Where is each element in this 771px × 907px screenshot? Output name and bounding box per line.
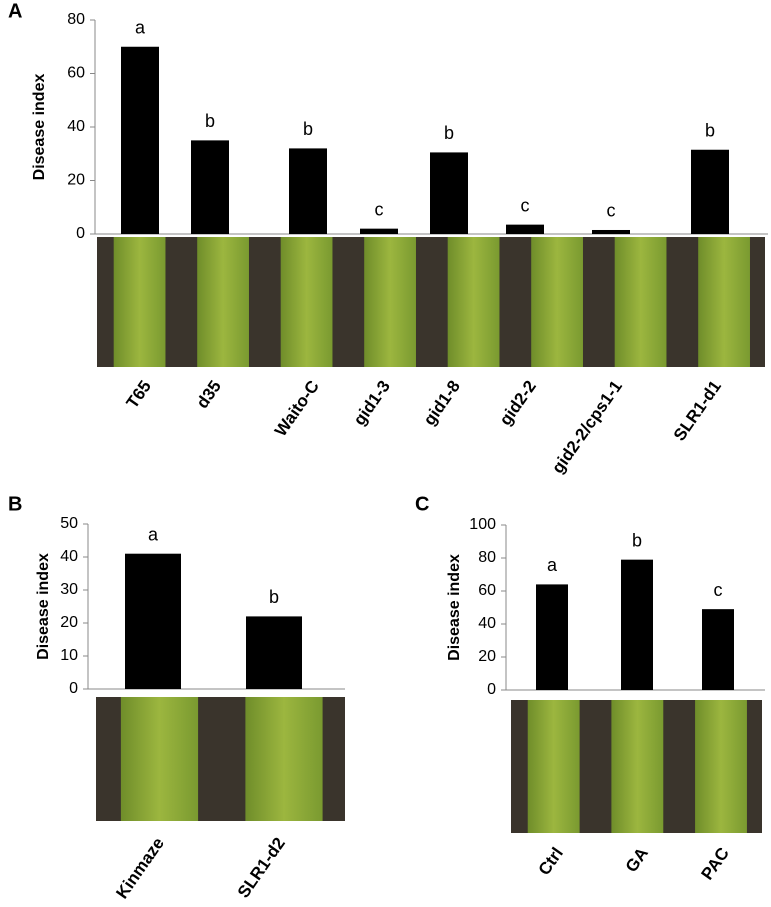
bar [125, 553, 181, 689]
panel-label: C [415, 493, 429, 515]
significance-letter: b [444, 123, 454, 143]
significance-letter: c [607, 201, 616, 221]
panel-label: B [8, 493, 22, 515]
y-tick-label: 80 [478, 549, 496, 566]
leaf-photo [120, 697, 199, 821]
y-tick-label: 0 [487, 681, 496, 698]
x-tick-label: Kinmaze [112, 834, 168, 902]
y-tick-label: 20 [67, 172, 85, 189]
bar [246, 616, 302, 689]
leaf-photo [698, 237, 750, 367]
x-tick-label: PAC [698, 844, 733, 883]
x-tick-label: Waito-C [271, 377, 323, 440]
x-tick-label: GA [622, 844, 652, 876]
bar [360, 228, 398, 234]
x-tick-label: gid2-2 [496, 377, 540, 429]
y-tick-label: 60 [478, 582, 496, 599]
leaf-photo [113, 237, 166, 367]
y-tick-label: 60 [67, 65, 85, 82]
leaf-photo [447, 237, 500, 367]
bar [621, 559, 653, 690]
bar [536, 584, 568, 690]
y-tick-label: 30 [60, 581, 78, 598]
leaf-photo [611, 700, 664, 833]
bar [506, 224, 544, 234]
significance-letter: c [714, 580, 723, 600]
bar [691, 149, 729, 234]
y-tick-label: 20 [60, 614, 78, 631]
x-tick-label: gid1-3 [350, 377, 394, 429]
y-tick-label: 100 [469, 516, 496, 533]
bar [191, 140, 229, 234]
leaf-photo [531, 237, 583, 367]
significance-letter: b [705, 120, 715, 140]
y-axis-label: Disease index [446, 554, 463, 661]
significance-letter: b [269, 587, 279, 607]
y-tick-label: 40 [67, 118, 85, 135]
significance-letter: a [135, 18, 146, 38]
leaf-photo [614, 237, 667, 367]
y-tick-label: 10 [60, 647, 78, 664]
x-tick-label: gid2-2/cps1-1 [548, 377, 626, 477]
y-tick-label: 0 [69, 680, 78, 697]
leaf-photo [280, 237, 333, 367]
significance-letter: b [205, 111, 215, 131]
y-tick-label: 80 [67, 11, 85, 28]
y-axis-label: Disease index [31, 74, 48, 181]
bar [289, 148, 327, 234]
y-tick-label: 40 [478, 615, 496, 632]
bar [592, 229, 630, 234]
x-tick-label: gid1-8 [420, 377, 464, 429]
bar [430, 152, 468, 234]
significance-letter: a [547, 555, 558, 575]
x-tick-label: Ctrl [535, 844, 567, 879]
leaf-photo [695, 700, 747, 833]
y-tick-label: 0 [76, 225, 85, 242]
significance-letter: c [375, 199, 384, 219]
panel-label: A [8, 0, 22, 22]
y-tick-label: 20 [478, 648, 496, 665]
bar [121, 46, 159, 234]
x-tick-label: SLR1-d2 [234, 834, 289, 901]
x-tick-label: d35 [193, 377, 225, 412]
leaf-photo [527, 700, 580, 833]
x-tick-label: SLR1-d1 [670, 377, 725, 444]
leaf-photo [364, 237, 416, 367]
significance-letter: c [521, 195, 530, 215]
x-tick-label: T65 [123, 377, 155, 412]
leaf-photo [197, 237, 249, 367]
significance-letter: a [148, 524, 159, 544]
leaf-photo [245, 697, 323, 821]
significance-letter: b [632, 530, 642, 550]
significance-letter: b [303, 119, 313, 139]
y-axis-label: Disease index [35, 553, 52, 660]
y-tick-label: 50 [60, 515, 78, 532]
bar [702, 609, 734, 690]
y-tick-label: 40 [60, 548, 78, 565]
